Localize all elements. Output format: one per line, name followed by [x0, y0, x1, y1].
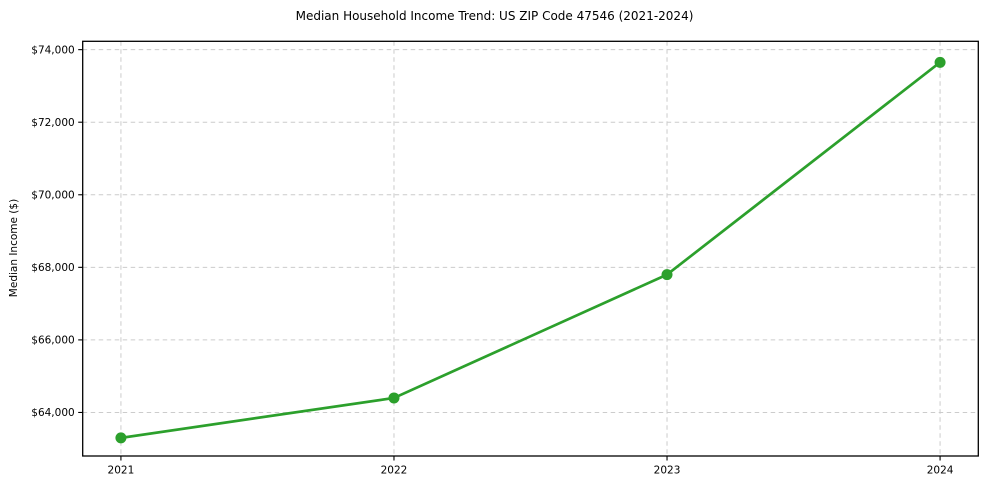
- x-tick-label: 2022: [381, 465, 408, 477]
- y-tick-label: $68,000: [31, 262, 74, 274]
- chart-title: Median Household Income Trend: US ZIP Co…: [295, 9, 694, 23]
- data-point-marker: [115, 432, 127, 444]
- data-point-marker: [934, 56, 946, 68]
- plot-border: [82, 40, 979, 457]
- y-tick-label: $74,000: [31, 44, 74, 56]
- x-tick-label: 2024: [927, 465, 954, 477]
- y-tick-label: $70,000: [31, 189, 74, 201]
- y-tick-label: $64,000: [31, 407, 74, 419]
- data-point-marker: [661, 269, 673, 281]
- y-axis-title: Median Income ($): [8, 198, 20, 298]
- x-tick-label: 2023: [654, 465, 681, 477]
- data-point-marker: [388, 392, 400, 404]
- y-tick-label: $72,000: [31, 117, 74, 129]
- trend-line: [119, 60, 942, 440]
- y-tick-label: $66,000: [31, 335, 74, 347]
- x-tick-label: 2021: [108, 465, 135, 477]
